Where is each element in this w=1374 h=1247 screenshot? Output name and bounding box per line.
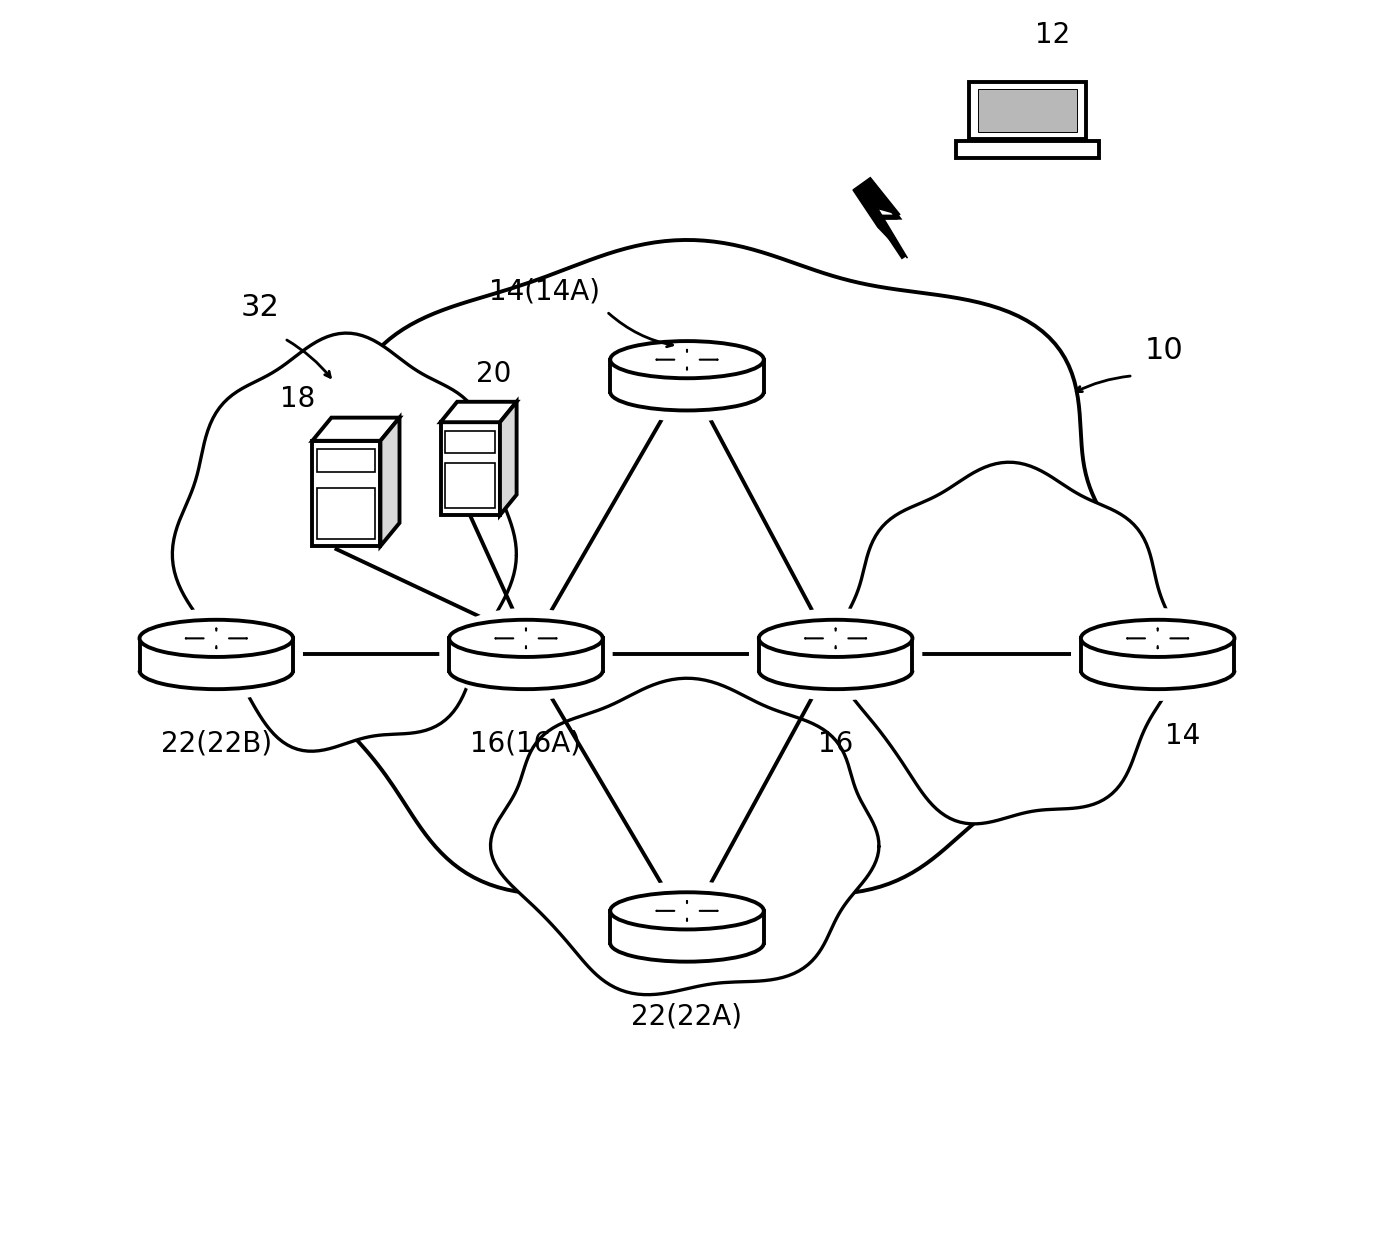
Text: 14(14A): 14(14A) — [489, 278, 600, 306]
Text: 22(22A): 22(22A) — [632, 1003, 742, 1030]
Text: 14: 14 — [1165, 722, 1200, 751]
Text: 32: 32 — [240, 293, 279, 322]
Polygon shape — [243, 239, 1138, 894]
Polygon shape — [381, 418, 400, 546]
Text: 10: 10 — [1145, 337, 1183, 365]
Bar — [312, 440, 381, 546]
Bar — [956, 141, 1099, 158]
Ellipse shape — [610, 893, 764, 929]
Text: 22(22B): 22(22B) — [161, 729, 272, 758]
Bar — [445, 463, 495, 508]
Bar — [317, 488, 375, 539]
Polygon shape — [312, 418, 400, 440]
Text: 12: 12 — [1035, 21, 1070, 49]
Text: 16(16A): 16(16A) — [470, 729, 581, 758]
Bar — [610, 910, 764, 943]
Polygon shape — [172, 333, 517, 751]
Text: 18: 18 — [280, 385, 316, 413]
Polygon shape — [500, 402, 517, 515]
Polygon shape — [441, 402, 517, 423]
Ellipse shape — [758, 620, 912, 657]
Ellipse shape — [440, 609, 613, 701]
Bar — [140, 638, 293, 671]
Ellipse shape — [610, 342, 764, 378]
Polygon shape — [853, 177, 907, 258]
Bar — [758, 638, 912, 671]
Polygon shape — [491, 678, 879, 995]
Bar — [449, 638, 603, 671]
Text: 20: 20 — [477, 360, 511, 388]
Ellipse shape — [140, 620, 293, 657]
Ellipse shape — [129, 609, 304, 701]
Bar — [978, 89, 1077, 132]
Bar — [317, 449, 375, 471]
Ellipse shape — [1081, 620, 1234, 657]
Ellipse shape — [600, 880, 774, 974]
Ellipse shape — [600, 329, 774, 423]
Bar — [969, 81, 1085, 140]
Ellipse shape — [449, 620, 603, 657]
Text: 16: 16 — [818, 729, 853, 758]
Ellipse shape — [1070, 609, 1245, 701]
Bar — [1081, 638, 1234, 671]
Bar — [610, 359, 764, 392]
Ellipse shape — [749, 609, 922, 701]
Polygon shape — [835, 463, 1179, 824]
Bar — [445, 431, 495, 453]
Bar — [441, 423, 500, 515]
